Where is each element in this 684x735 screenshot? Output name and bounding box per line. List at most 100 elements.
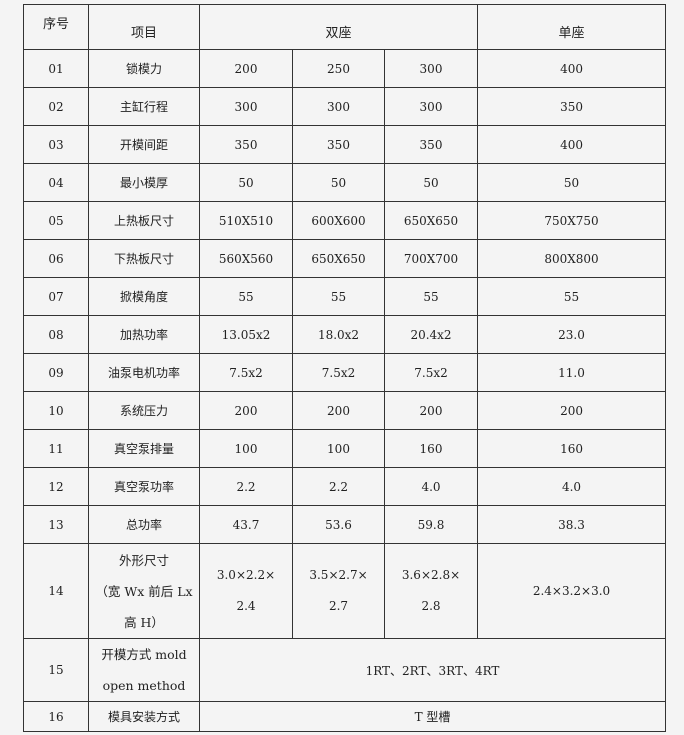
double-d3-value: 160 — [383, 429, 479, 468]
header-item: 项目 — [88, 4, 200, 50]
double-d3-value: 50 — [383, 163, 479, 202]
table-row: 11 真空泵排量 100 100 160 160 — [23, 429, 667, 468]
row-number: 15 — [23, 638, 89, 702]
row-number: 03 — [23, 125, 89, 164]
single-value: 4.0 — [477, 467, 667, 506]
double-d2-value: 53.6 — [292, 505, 385, 544]
double-d1-value: 560X560 — [199, 239, 293, 278]
table-row: 09 油泵电机功率 7.5x2 7.5x2 7.5x2 11.0 — [23, 353, 667, 392]
double-d3-value: 700X700 — [383, 239, 479, 278]
row-number: 01 — [23, 49, 89, 88]
row-number: 13 — [23, 505, 89, 544]
double-d2-value: 55 — [292, 277, 385, 316]
cell-line: 3.0×2.2× — [216, 568, 276, 582]
row-number: 05 — [23, 201, 89, 240]
item-name: 锁模力 — [88, 49, 200, 88]
table-row: 03 开模间距 350 350 350 400 — [23, 125, 667, 164]
double-d2-value: 350 — [292, 125, 385, 164]
double-d3-value: 300 — [383, 49, 479, 88]
row-number: 07 — [23, 277, 89, 316]
item-name: 真空泵排量 — [88, 429, 200, 468]
double-d1-value: 13.05x2 — [199, 315, 293, 354]
row-number: 11 — [23, 429, 89, 468]
table-row: 05 上热板尺寸 510X510 600X600 650X650 750X750 — [23, 201, 667, 240]
table-row: 15 开模方式 mold open method 1RT、2RT、3RT、4RT — [23, 638, 667, 702]
row-number: 02 — [23, 87, 89, 126]
table-row: 13 总功率 43.7 53.6 59.8 38.3 — [23, 505, 667, 544]
double-d1-value: 100 — [199, 429, 293, 468]
header-double: 双座 — [198, 4, 479, 50]
double-d3-value: 7.5x2 — [383, 353, 479, 392]
double-d3-value: 300 — [383, 87, 479, 126]
single-value: 38.3 — [477, 505, 667, 544]
row-number: 12 — [23, 467, 89, 506]
double-d1-value: 350 — [199, 125, 293, 164]
single-value: 750X750 — [477, 201, 667, 240]
row-number: 09 — [23, 353, 89, 392]
item-name: 开模方式 mold open method — [88, 638, 200, 702]
header-row: 序号 项目 双座 单座 — [23, 4, 667, 50]
double-d3-value: 4.0 — [383, 467, 479, 506]
item-name: 掀模角度 — [88, 277, 200, 316]
table-row: 04 最小模厚 50 50 50 50 — [23, 163, 667, 202]
row-number: 10 — [23, 391, 89, 430]
double-d1-value: 2.2 — [199, 467, 293, 506]
double-d3-value: 200 — [383, 391, 479, 430]
single-value: 350 — [477, 87, 667, 126]
double-d1-value: 7.5x2 — [199, 353, 293, 392]
single-value: 800X800 — [477, 239, 667, 278]
double-d2-value: 650X650 — [292, 239, 385, 278]
cell-line: 外形尺寸 — [118, 552, 169, 568]
table-row: 01 锁模力 200 250 300 400 — [23, 49, 667, 88]
table-row: 14 外形尺寸 （宽 Wx 前后 Lx 高 H） 3.0×2.2× 2.4 3.5×2.7×… — [23, 543, 667, 639]
double-d2-value: 300 — [292, 87, 385, 126]
item-name: 下热板尺寸 — [88, 239, 200, 278]
cell-line: 2.4 — [236, 599, 256, 613]
item-name: 外形尺寸 （宽 Wx 前后 Lx 高 H） — [88, 543, 200, 639]
double-d1-value: 510X510 — [199, 201, 293, 240]
table-row: 16 模具安装方式 T 型槽 — [23, 701, 667, 732]
double-d1-value: 3.0×2.2× 2.4 — [199, 543, 293, 639]
item-name: 真空泵功率 — [88, 467, 200, 506]
single-value: 200 — [477, 391, 667, 430]
double-d3-value: 20.4x2 — [383, 315, 479, 354]
double-d3-value: 650X650 — [383, 201, 479, 240]
cell-line: open method — [102, 678, 186, 693]
double-d2-value: 200 — [292, 391, 385, 430]
item-name: 系统压力 — [88, 391, 200, 430]
double-d2-value: 50 — [292, 163, 385, 202]
double-d1-value: 50 — [199, 163, 293, 202]
single-value: 160 — [477, 429, 667, 468]
double-d2-value: 100 — [292, 429, 385, 468]
double-d3-value: 3.6×2.8× 2.8 — [383, 543, 479, 639]
single-value: 2.4×3.2×3.0 — [477, 543, 667, 639]
table-row: 02 主缸行程 300 300 300 350 — [23, 87, 667, 126]
item-name: 油泵电机功率 — [88, 353, 200, 392]
cell-line: 3.6×2.8× — [401, 568, 461, 582]
item-name: 加热功率 — [88, 315, 200, 354]
table-row: 10 系统压力 200 200 200 200 — [23, 391, 667, 430]
double-d2-value: 250 — [292, 49, 385, 88]
item-name: 主缸行程 — [88, 87, 200, 126]
single-value: 23.0 — [477, 315, 667, 354]
cell-line: 开模方式 mold — [101, 647, 187, 662]
table-row: 07 掀模角度 55 55 55 55 — [23, 277, 667, 316]
table-row: 12 真空泵功率 2.2 2.2 4.0 4.0 — [23, 467, 667, 506]
item-name: 最小模厚 — [88, 163, 200, 202]
item-name: 模具安装方式 — [88, 701, 200, 732]
double-d3-value: 350 — [383, 125, 479, 164]
table-row: 06 下热板尺寸 560X560 650X650 700X700 800X800 — [23, 239, 667, 278]
single-value: 55 — [477, 277, 667, 316]
merged-value: T 型槽 — [198, 701, 667, 732]
row-number: 08 — [23, 315, 89, 354]
double-d1-value: 300 — [199, 87, 293, 126]
single-value: 400 — [477, 49, 667, 88]
header-single: 单座 — [477, 4, 667, 50]
row-number: 14 — [23, 543, 89, 639]
item-name: 上热板尺寸 — [88, 201, 200, 240]
spec-table: 序号 项目 双座 单座 01 锁模力 200 250 300 400 02 主缸行程 300 30… — [23, 4, 667, 732]
double-d2-value: 3.5×2.7× 2.7 — [292, 543, 385, 639]
cell-line: 2.8 — [421, 599, 441, 613]
cell-line: （宽 Wx 前后 Lx — [95, 583, 193, 599]
cell-line: 高 H） — [124, 614, 164, 630]
